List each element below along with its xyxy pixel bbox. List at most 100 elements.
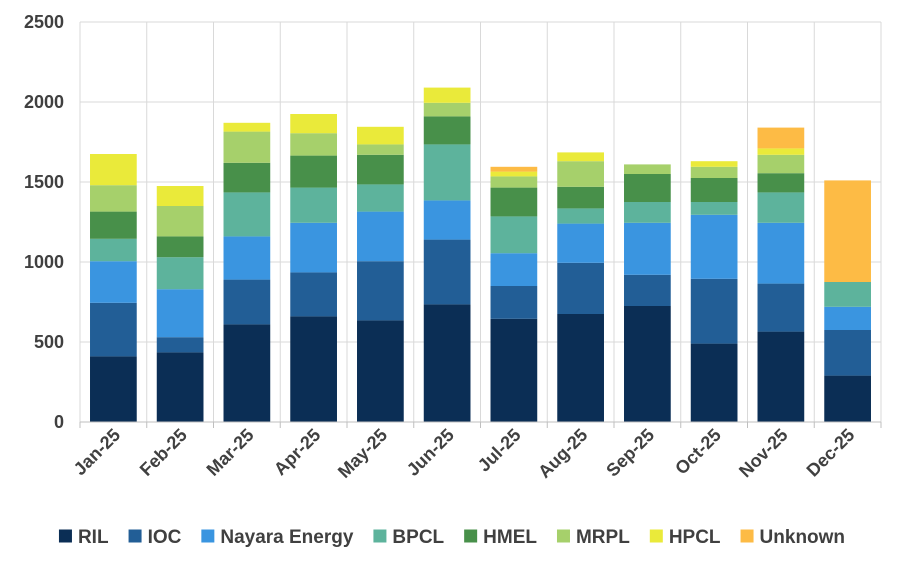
bar-jul-25-nayara-energy bbox=[490, 253, 538, 286]
bar-may-25-hmel bbox=[357, 154, 404, 185]
legend-label-bpcl: BPCL bbox=[392, 527, 444, 548]
y-tick-label-2: 1000 bbox=[24, 252, 64, 272]
x-tick-label-jan-25: Jan-25 bbox=[70, 425, 124, 479]
bar-dec-25-ioc bbox=[824, 330, 871, 376]
legend-swatch-hpcl bbox=[649, 529, 663, 543]
bar-aug-25-nayara-energy bbox=[557, 223, 604, 263]
bar-sep-25-hmel bbox=[624, 174, 671, 202]
bar-may-25-bpcl bbox=[357, 184, 404, 212]
bar-jan-25-hmel bbox=[90, 211, 137, 239]
bar-jul-25-hmel bbox=[490, 187, 538, 217]
x-tick-label-jul-25: Jul-25 bbox=[474, 425, 525, 476]
bar-mar-25-ril bbox=[223, 324, 271, 422]
bar-nov-25-mrpl bbox=[757, 154, 805, 174]
bar-aug-25-hpcl bbox=[557, 152, 604, 162]
legend-label-hpcl: HPCL bbox=[669, 527, 721, 548]
bar-aug-25-ioc bbox=[557, 262, 604, 314]
legend-swatch-bpcl bbox=[373, 529, 387, 543]
bar-aug-25-ril bbox=[557, 314, 604, 422]
bar-dec-25-unknown bbox=[824, 180, 871, 282]
bar-jun-25-nayara-energy bbox=[423, 200, 471, 240]
bar-jul-25-hpcl bbox=[490, 171, 538, 177]
legend-label-ioc: IOC bbox=[148, 527, 182, 548]
bar-feb-25-ril bbox=[156, 352, 204, 422]
bar-jun-25-mrpl bbox=[423, 102, 471, 117]
y-tick-label-0: 0 bbox=[54, 412, 64, 432]
y-tick-label-1: 500 bbox=[34, 332, 64, 352]
bar-feb-25-hmel bbox=[156, 236, 204, 258]
bar-sep-25-mrpl bbox=[624, 164, 671, 174]
legend-swatch-unknown bbox=[740, 529, 754, 543]
bar-feb-25-nayara-energy bbox=[156, 289, 204, 338]
bar-apr-25-bpcl bbox=[290, 187, 337, 223]
bar-apr-25-nayara-energy bbox=[290, 222, 337, 273]
bar-may-25-hpcl bbox=[357, 126, 404, 145]
bar-mar-25-mrpl bbox=[223, 131, 271, 163]
bar-jul-25-ril bbox=[490, 318, 538, 422]
bar-jul-25-bpcl bbox=[490, 216, 538, 254]
bar-feb-25-bpcl bbox=[156, 257, 204, 290]
legend-swatch-nayara-energy bbox=[201, 529, 215, 543]
bars-layer bbox=[90, 87, 871, 422]
bar-feb-25-ioc bbox=[156, 337, 204, 353]
x-tick-label-sep-25: Sep-25 bbox=[602, 425, 658, 481]
bar-oct-25-ril bbox=[690, 343, 738, 422]
bar-sep-25-ioc bbox=[624, 274, 671, 306]
bar-nov-25-bpcl bbox=[757, 192, 805, 223]
bar-nov-25-ril bbox=[757, 331, 805, 422]
bar-sep-25-ril bbox=[624, 306, 671, 422]
bar-apr-25-hmel bbox=[290, 155, 337, 188]
x-tick-label-mar-25: Mar-25 bbox=[203, 425, 258, 480]
bar-sep-25-nayara-energy bbox=[624, 222, 671, 275]
bar-oct-25-hmel bbox=[690, 178, 738, 202]
bar-oct-25-bpcl bbox=[690, 202, 738, 215]
bar-dec-25-nayara-energy bbox=[824, 306, 871, 330]
x-tick-label-feb-25: Feb-25 bbox=[136, 425, 191, 480]
bar-aug-25-hmel bbox=[557, 186, 604, 209]
bar-apr-25-hpcl bbox=[290, 114, 337, 134]
bar-feb-25-hpcl bbox=[156, 186, 204, 206]
bar-jul-25-ioc bbox=[490, 286, 538, 319]
bar-jan-25-ioc bbox=[90, 302, 137, 357]
bar-jun-25-hmel bbox=[423, 116, 471, 145]
bar-nov-25-ioc bbox=[757, 283, 805, 332]
bar-jan-25-mrpl bbox=[90, 185, 137, 212]
bar-jun-25-bpcl bbox=[423, 144, 471, 201]
bar-may-25-nayara-energy bbox=[357, 211, 404, 262]
bar-jun-25-ril bbox=[423, 304, 471, 422]
bar-jun-25-hpcl bbox=[423, 87, 471, 103]
x-tick-label-aug-25: Aug-25 bbox=[534, 425, 591, 482]
bar-mar-25-bpcl bbox=[223, 192, 271, 237]
bar-jan-25-nayara-energy bbox=[90, 261, 137, 303]
bar-nov-25-hpcl bbox=[757, 148, 805, 155]
bar-nov-25-unknown bbox=[757, 127, 805, 149]
legend-label-ril: RIL bbox=[78, 527, 109, 548]
bar-dec-25-ril bbox=[824, 375, 871, 422]
bar-may-25-ril bbox=[357, 320, 404, 422]
x-tick-label-jun-25: Jun-25 bbox=[403, 425, 458, 480]
legend-label-unknown: Unknown bbox=[760, 527, 846, 548]
x-tick-label-may-25: May-25 bbox=[334, 425, 391, 482]
bar-jan-25-hpcl bbox=[90, 154, 137, 186]
legend-swatch-ril bbox=[58, 529, 72, 543]
bar-apr-25-mrpl bbox=[290, 133, 337, 156]
x-tick-label-oct-25: Oct-25 bbox=[671, 425, 725, 479]
bar-jan-25-bpcl bbox=[90, 238, 137, 262]
bar-mar-25-hpcl bbox=[223, 122, 271, 132]
bar-aug-25-mrpl bbox=[557, 161, 604, 187]
x-tick-label-nov-25: Nov-25 bbox=[735, 425, 792, 482]
legend-label-hmel: HMEL bbox=[483, 527, 537, 548]
grid-layer bbox=[79, 21, 882, 422]
bar-may-25-ioc bbox=[357, 261, 404, 321]
y-tick-label-5: 2500 bbox=[24, 12, 64, 32]
bar-oct-25-mrpl bbox=[690, 166, 738, 178]
bar-nov-25-hmel bbox=[757, 173, 805, 193]
bar-aug-25-bpcl bbox=[557, 208, 604, 224]
bar-jul-25-mrpl bbox=[490, 176, 538, 188]
legend-swatch-ioc bbox=[128, 529, 142, 543]
bar-oct-25-ioc bbox=[690, 278, 738, 344]
legend-swatch-hmel bbox=[464, 529, 478, 543]
y-tick-label-4: 2000 bbox=[24, 92, 64, 112]
